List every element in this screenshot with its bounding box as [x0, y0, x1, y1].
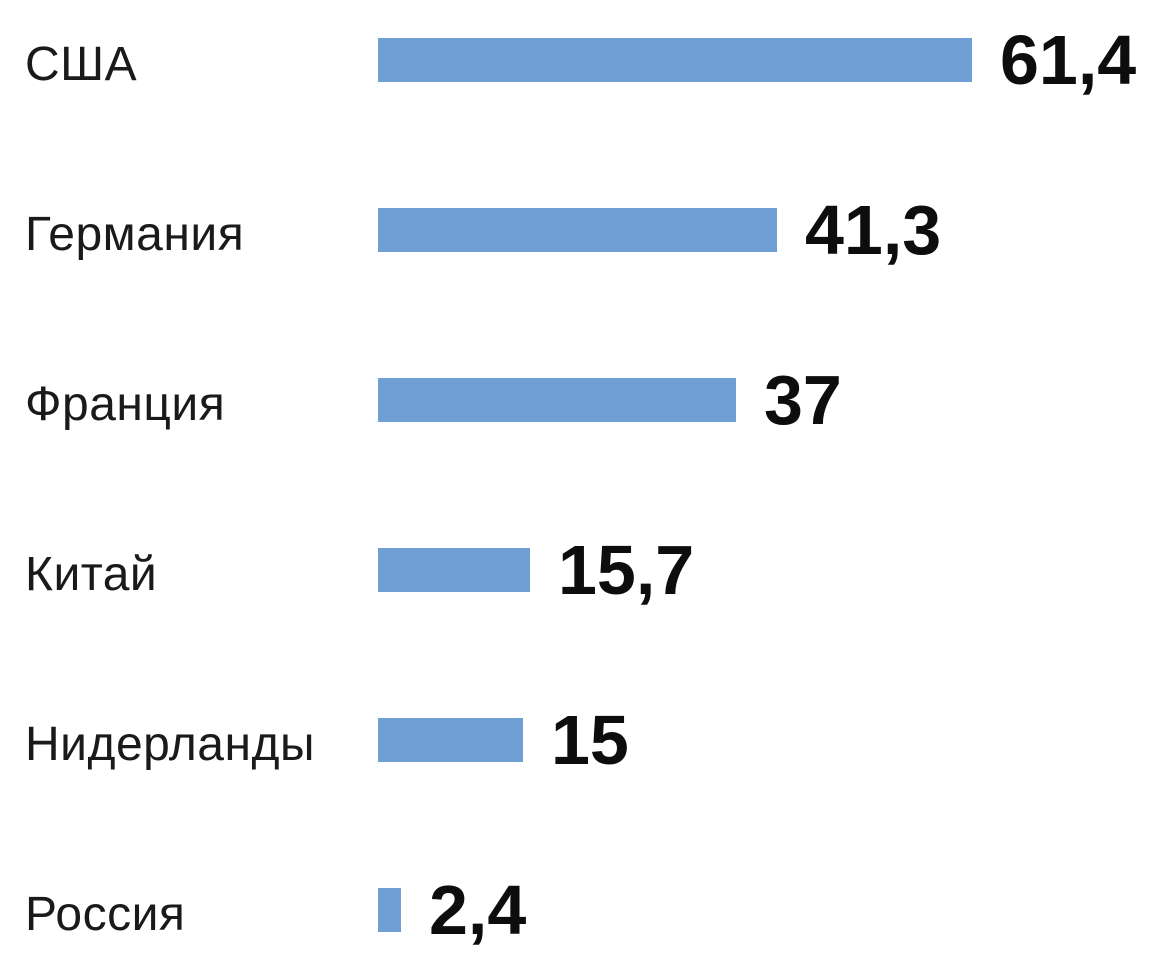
category-label: Китай: [25, 548, 158, 601]
value-label: 37: [764, 361, 842, 439]
bar: [378, 38, 972, 82]
value-label: 15: [551, 701, 629, 779]
bar: [378, 888, 401, 932]
category-label: Россия: [25, 888, 186, 941]
category-label: Нидерланды: [25, 718, 315, 771]
value-label: 15,7: [558, 531, 695, 609]
category-label: США: [25, 38, 138, 91]
chart-row: Нидерланды 15: [0, 705, 1151, 775]
chart-row: Франция 37: [0, 365, 1151, 435]
bar: [378, 718, 523, 762]
bar: [378, 208, 777, 252]
category-label: Германия: [25, 208, 245, 261]
category-label: Франция: [25, 378, 226, 431]
chart-row: Германия 41,3: [0, 195, 1151, 265]
value-label: 2,4: [429, 871, 527, 949]
value-label: 61,4: [1000, 21, 1137, 99]
bar: [378, 378, 736, 422]
bar: [378, 548, 530, 592]
chart-row: Россия 2,4: [0, 875, 1151, 945]
chart-row: Китай 15,7: [0, 535, 1151, 605]
value-label: 41,3: [805, 191, 942, 269]
chart-row: США 61,4: [0, 25, 1151, 95]
